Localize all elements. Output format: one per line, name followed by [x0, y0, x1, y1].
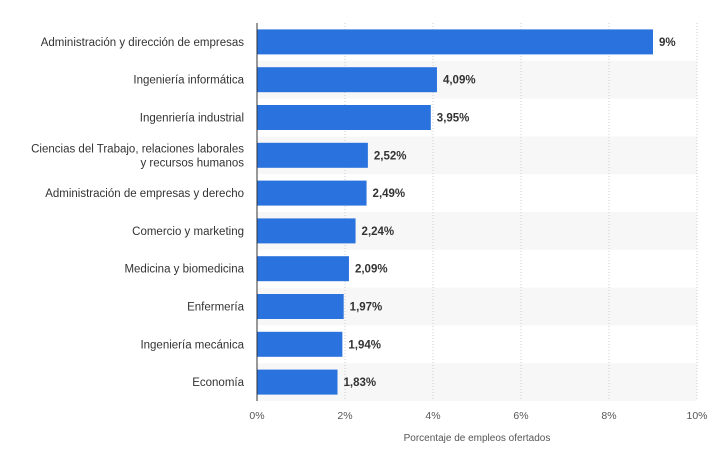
- x-tick-label: 0%: [249, 410, 264, 422]
- category-label: Ingeniería mecánica: [140, 339, 244, 351]
- value-label: 2,09%: [355, 264, 388, 276]
- category-label: Administración y dirección de empresas: [41, 37, 245, 49]
- value-label: 1,83%: [344, 377, 377, 389]
- x-tick-labels: 0% 2% 4% 6% 8% 10%: [249, 410, 707, 422]
- value-label: 2,52%: [374, 150, 407, 162]
- value-label: 2,24%: [362, 226, 395, 238]
- category-label: Ingenriería industrial: [140, 113, 244, 125]
- category-label: Ingeniería informática: [133, 75, 244, 87]
- bar[interactable]: [257, 105, 431, 130]
- bar[interactable]: [257, 180, 367, 206]
- category-label: Economía: [192, 377, 244, 389]
- bar[interactable]: [257, 218, 356, 244]
- value-label: 3,95%: [437, 113, 470, 125]
- value-label: 2,49%: [373, 188, 406, 200]
- x-axis-title: Porcentaje de empleos ofertados: [404, 433, 551, 444]
- category-label: Ciencias del Trabajo, relaciones laboral…: [31, 143, 244, 169]
- value-label: 9%: [659, 37, 676, 49]
- category-label: Comercio y marketing: [132, 226, 244, 238]
- category-label: Enfermería: [187, 302, 244, 314]
- x-tick-label: 2%: [337, 410, 352, 422]
- category-label: Administración de empresas y derecho: [45, 188, 244, 200]
- category-labels: Administración y dirección de empresas In…: [31, 37, 244, 389]
- bar[interactable]: [257, 67, 437, 93]
- value-label: 1,94%: [348, 339, 381, 351]
- category-label: Medicina y biomedicina: [124, 264, 244, 276]
- x-tick-label: 8%: [601, 410, 616, 422]
- x-tick-label: 10%: [686, 410, 707, 422]
- bar[interactable]: [257, 369, 338, 395]
- value-label: 1,97%: [350, 302, 383, 314]
- bars: [257, 29, 653, 395]
- x-tick-label: 4%: [425, 410, 440, 422]
- bar[interactable]: [257, 294, 344, 319]
- value-label: 4,09%: [443, 75, 476, 87]
- value-labels: 9% 4,09% 3,95% 2,52% 2,49% 2,24% 2,09% 1,97% 1,9…: [344, 37, 676, 389]
- bar[interactable]: [257, 142, 368, 168]
- bar[interactable]: [257, 331, 343, 357]
- x-tick-label: 6%: [513, 410, 528, 422]
- bar[interactable]: [257, 29, 653, 55]
- bar[interactable]: [257, 256, 349, 282]
